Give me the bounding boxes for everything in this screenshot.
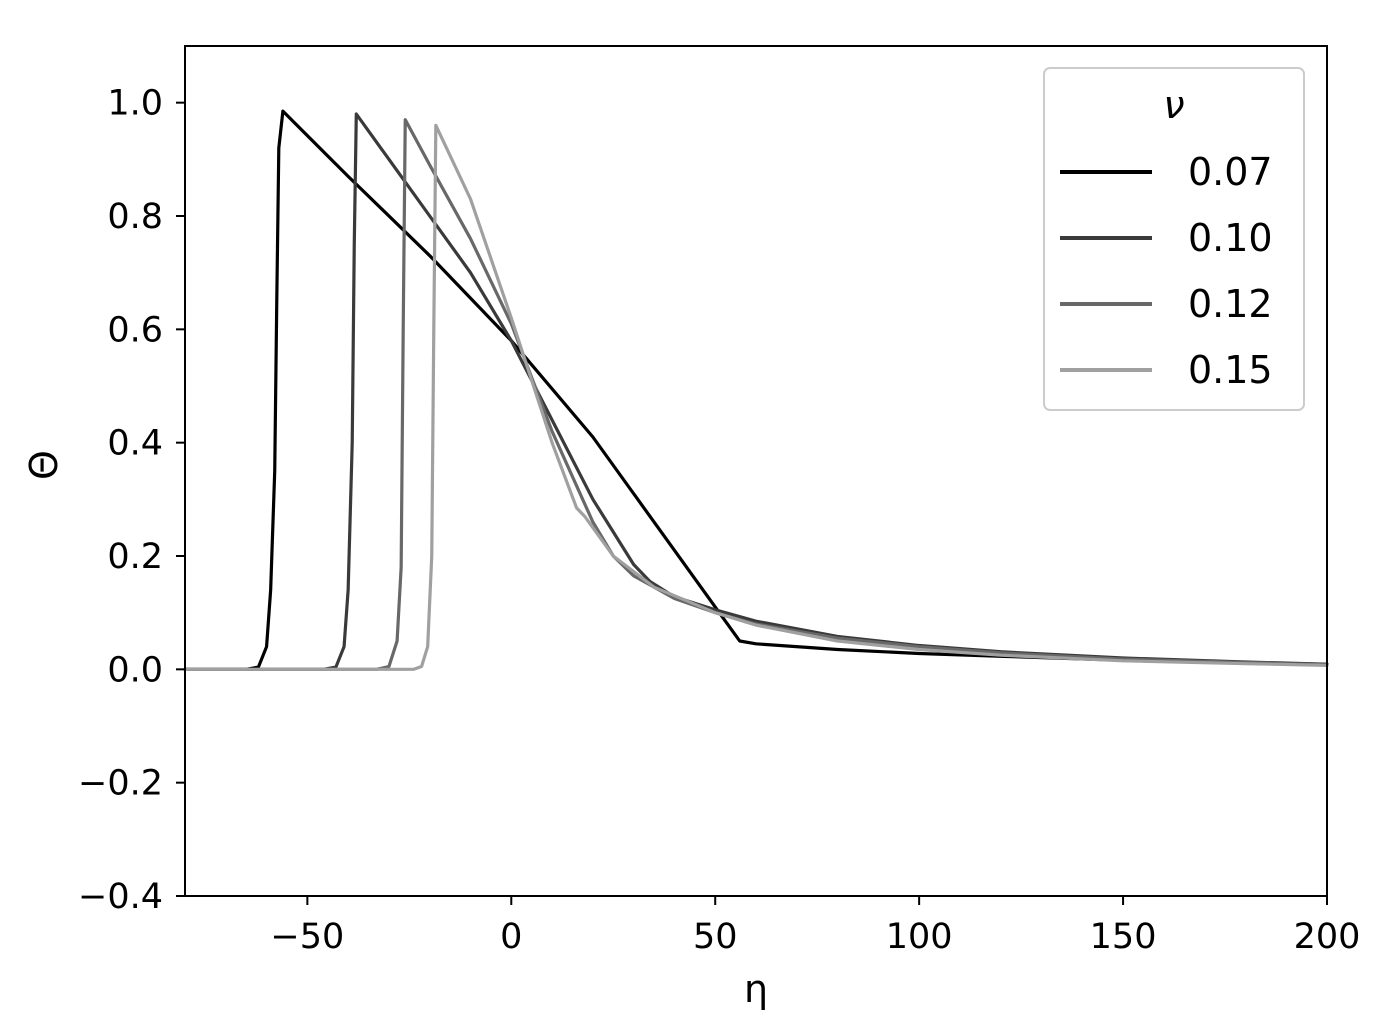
y-axis-ticks: −0.4 −0.2 0.0 0.2 0.4 0.6 0.8 1.0 — [78, 84, 185, 917]
y-tick-label: 0.0 — [107, 650, 163, 690]
x-tick-label: 0 — [500, 917, 522, 957]
y-tick-label: 0.6 — [107, 310, 163, 350]
x-axis-ticks: −50 0 50 100 150 200 — [270, 896, 1360, 957]
x-tick-label: 200 — [1294, 917, 1361, 957]
x-tick-label: 100 — [886, 917, 953, 957]
y-tick-label: 1.0 — [107, 84, 163, 124]
legend-items: 0.07 0.10 0.12 0.15 — [1060, 150, 1273, 392]
plot-frame — [184, 45, 1328, 897]
x-tick-label: 50 — [693, 917, 738, 957]
y-tick-label: 0.8 — [107, 197, 163, 237]
y-tick-label: −0.2 — [78, 764, 163, 804]
series-line-2 — [183, 118, 1329, 671]
y-tick-label: −0.4 — [78, 877, 163, 917]
y-tick-label: 0.2 — [107, 537, 163, 577]
series-line-0 — [183, 109, 1329, 671]
x-axis-label: η — [744, 967, 768, 1011]
legend-label-0: 0.07 — [1188, 150, 1273, 194]
y-axis-label: Θ — [22, 450, 66, 480]
legend-label-3: 0.15 — [1188, 348, 1273, 392]
x-tick-label: 150 — [1090, 917, 1157, 957]
y-tick-label: 0.4 — [107, 424, 163, 464]
x-tick-label: −50 — [270, 917, 344, 957]
legend-box — [1043, 67, 1305, 411]
legend-title: ν — [1163, 83, 1184, 127]
series-line-3 — [183, 123, 1329, 671]
legend-label-2: 0.12 — [1188, 282, 1273, 326]
series-layer — [183, 109, 1329, 671]
legend-label-1: 0.10 — [1188, 216, 1273, 260]
legend: ν 0.07 0.10 0.12 0.15 — [1043, 67, 1305, 411]
